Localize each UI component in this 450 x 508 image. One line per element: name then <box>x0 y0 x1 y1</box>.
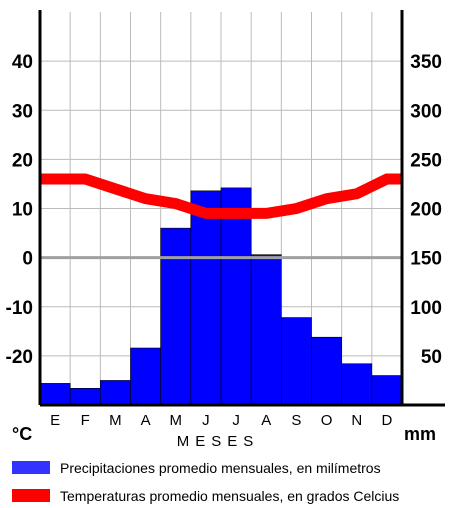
month-label: N <box>351 412 362 429</box>
legend: Precipitaciones promedio mensuales, en m… <box>12 460 399 504</box>
left-tick-label: 10 <box>12 200 33 221</box>
precipitation-bar <box>371 375 403 406</box>
month-label: J <box>202 412 210 429</box>
month-label: A <box>261 412 271 429</box>
legend-swatch-precipitation <box>12 461 50 474</box>
precipitation-bar <box>39 383 71 406</box>
left-tick-label: -20 <box>6 347 33 368</box>
precipitation-bar <box>160 227 192 406</box>
left-tick-label: -10 <box>6 298 33 319</box>
month-label: S <box>291 412 301 429</box>
right-tick-label: 300 <box>410 101 442 122</box>
precipitation-bar <box>220 187 252 406</box>
precipitation-bar <box>190 190 222 406</box>
month-label: F <box>81 412 90 429</box>
precipitation-bar <box>69 387 101 406</box>
month-label: A <box>141 412 151 429</box>
precipitation-bar <box>250 254 282 406</box>
month-label: M <box>109 412 122 429</box>
right-tick-label: 350 <box>410 52 442 73</box>
legend-label-temperature: Temperaturas promedio mensuales, en grad… <box>60 488 399 504</box>
axes <box>38 10 445 407</box>
precipitation-bar <box>281 317 312 406</box>
precipitation-bar <box>341 363 373 406</box>
month-label: J <box>232 412 240 429</box>
month-label: D <box>381 412 392 429</box>
right-unit-label: mm <box>404 424 436 444</box>
month-label: O <box>321 412 333 429</box>
right-axis-ticks: 350 300 250 200 150 100 50 <box>410 52 442 368</box>
month-label: E <box>50 412 60 429</box>
left-tick-label: 30 <box>12 101 33 122</box>
precipitation-bar <box>130 347 161 406</box>
left-axis-ticks: 40 30 20 10 0 -10 -20 <box>6 52 33 368</box>
left-unit-label: °C <box>12 424 32 444</box>
month-label: M <box>170 412 183 429</box>
precipitation-bars <box>39 187 403 406</box>
right-tick-label: 100 <box>410 298 442 319</box>
precipitation-bar <box>100 380 131 406</box>
legend-swatch-temperature <box>12 489 50 502</box>
right-tick-label: 50 <box>421 347 442 368</box>
left-tick-label: 20 <box>12 150 33 171</box>
x-axis-label: MESES <box>177 433 260 450</box>
left-tick-label: 40 <box>12 52 33 73</box>
right-tick-label: 150 <box>410 249 442 270</box>
right-tick-label: 250 <box>410 150 442 171</box>
right-tick-label: 200 <box>410 200 442 221</box>
left-tick-label: 0 <box>22 249 33 270</box>
legend-label-precipitation: Precipitaciones promedio mensuales, en m… <box>60 460 381 476</box>
temperature-line <box>40 173 402 219</box>
precipitation-bar <box>311 336 342 406</box>
